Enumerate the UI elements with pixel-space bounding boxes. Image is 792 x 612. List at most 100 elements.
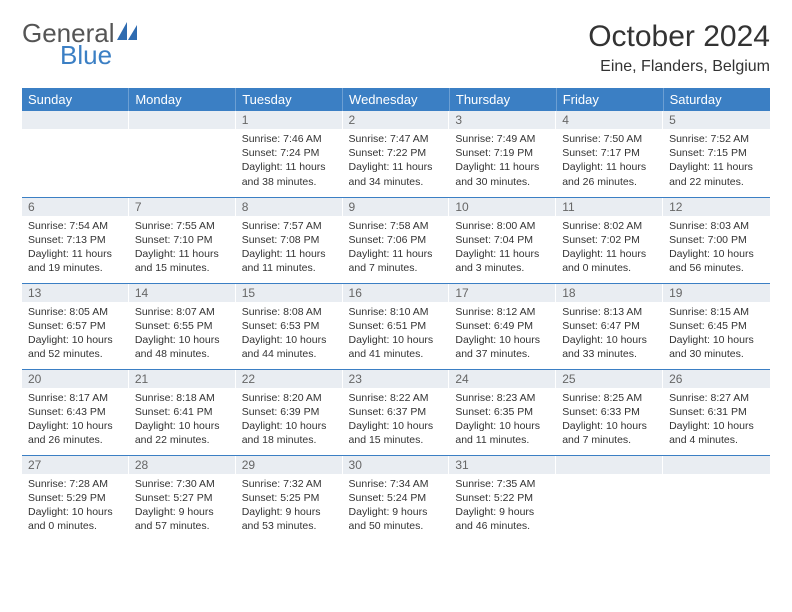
daylight-text: Daylight: 10 hours and 56 minutes. [669,247,764,275]
day-details: Sunrise: 8:13 AMSunset: 6:47 PMDaylight:… [556,302,663,366]
calendar-cell: 5Sunrise: 7:52 AMSunset: 7:15 PMDaylight… [663,111,770,197]
daylight-text: Daylight: 10 hours and 7 minutes. [562,419,657,447]
daylight-text: Daylight: 10 hours and 11 minutes. [455,419,550,447]
calendar-cell: 20Sunrise: 8:17 AMSunset: 6:43 PMDayligh… [22,369,129,455]
calendar-cell: 6Sunrise: 7:54 AMSunset: 7:13 PMDaylight… [22,197,129,283]
day-details: Sunrise: 8:10 AMSunset: 6:51 PMDaylight:… [343,302,450,366]
day-number: 15 [236,284,343,302]
sunset-text: Sunset: 5:22 PM [455,491,550,505]
sunset-text: Sunset: 7:10 PM [135,233,230,247]
calendar-cell: 27Sunrise: 7:28 AMSunset: 5:29 PMDayligh… [22,455,129,541]
sunset-text: Sunset: 6:41 PM [135,405,230,419]
month-title: October 2024 [588,20,770,54]
sunrise-text: Sunrise: 7:49 AM [455,132,550,146]
day-number: 3 [449,111,556,129]
sunrise-text: Sunrise: 8:27 AM [669,391,764,405]
sunset-text: Sunset: 7:17 PM [562,146,657,160]
daylight-text: Daylight: 10 hours and 22 minutes. [135,419,230,447]
sunrise-text: Sunrise: 7:28 AM [28,477,123,491]
day-details: Sunrise: 8:18 AMSunset: 6:41 PMDaylight:… [129,388,236,452]
weekday-header: Saturday [663,88,770,111]
day-number: 22 [236,370,343,388]
daylight-text: Daylight: 10 hours and 44 minutes. [242,333,337,361]
calendar-row: 27Sunrise: 7:28 AMSunset: 5:29 PMDayligh… [22,455,770,541]
day-number [129,111,236,129]
calendar-cell: 4Sunrise: 7:50 AMSunset: 7:17 PMDaylight… [556,111,663,197]
day-details: Sunrise: 7:32 AMSunset: 5:25 PMDaylight:… [236,474,343,538]
weekday-row: SundayMondayTuesdayWednesdayThursdayFrid… [22,88,770,111]
sunset-text: Sunset: 7:00 PM [669,233,764,247]
sunset-text: Sunset: 6:49 PM [455,319,550,333]
daylight-text: Daylight: 11 hours and 26 minutes. [562,160,657,188]
sunset-text: Sunset: 6:43 PM [28,405,123,419]
calendar-cell: 28Sunrise: 7:30 AMSunset: 5:27 PMDayligh… [129,455,236,541]
weekday-header: Tuesday [236,88,343,111]
day-details: Sunrise: 7:30 AMSunset: 5:27 PMDaylight:… [129,474,236,538]
sunrise-text: Sunrise: 8:00 AM [455,219,550,233]
day-details: Sunrise: 8:08 AMSunset: 6:53 PMDaylight:… [236,302,343,366]
calendar-cell: 19Sunrise: 8:15 AMSunset: 6:45 PMDayligh… [663,283,770,369]
calendar-body: 1Sunrise: 7:46 AMSunset: 7:24 PMDaylight… [22,111,770,541]
sunset-text: Sunset: 6:51 PM [349,319,444,333]
day-number [663,456,770,474]
sunrise-text: Sunrise: 8:23 AM [455,391,550,405]
sunrise-text: Sunrise: 8:13 AM [562,305,657,319]
daylight-text: Daylight: 11 hours and 30 minutes. [455,160,550,188]
day-number: 14 [129,284,236,302]
day-details: Sunrise: 7:54 AMSunset: 7:13 PMDaylight:… [22,216,129,280]
sunset-text: Sunset: 5:24 PM [349,491,444,505]
sunset-text: Sunset: 6:35 PM [455,405,550,419]
day-number: 13 [22,284,129,302]
sunset-text: Sunset: 6:31 PM [669,405,764,419]
sunset-text: Sunset: 7:13 PM [28,233,123,247]
day-number: 28 [129,456,236,474]
day-number: 6 [22,198,129,216]
calendar-cell: 10Sunrise: 8:00 AMSunset: 7:04 PMDayligh… [449,197,556,283]
sunset-text: Sunset: 6:53 PM [242,319,337,333]
calendar-row: 20Sunrise: 8:17 AMSunset: 6:43 PMDayligh… [22,369,770,455]
calendar-cell: 17Sunrise: 8:12 AMSunset: 6:49 PMDayligh… [449,283,556,369]
sunrise-text: Sunrise: 8:15 AM [669,305,764,319]
calendar-cell: 7Sunrise: 7:55 AMSunset: 7:10 PMDaylight… [129,197,236,283]
daylight-text: Daylight: 11 hours and 34 minutes. [349,160,444,188]
day-details: Sunrise: 8:17 AMSunset: 6:43 PMDaylight:… [22,388,129,452]
sunset-text: Sunset: 6:33 PM [562,405,657,419]
sunset-text: Sunset: 6:45 PM [669,319,764,333]
day-number: 11 [556,198,663,216]
day-number: 17 [449,284,556,302]
daylight-text: Daylight: 9 hours and 50 minutes. [349,505,444,533]
calendar-row: 13Sunrise: 8:05 AMSunset: 6:57 PMDayligh… [22,283,770,369]
sunrise-text: Sunrise: 7:30 AM [135,477,230,491]
calendar-cell: 16Sunrise: 8:10 AMSunset: 6:51 PMDayligh… [343,283,450,369]
calendar-cell: 30Sunrise: 7:34 AMSunset: 5:24 PMDayligh… [343,455,450,541]
sunrise-text: Sunrise: 8:03 AM [669,219,764,233]
day-details: Sunrise: 7:46 AMSunset: 7:24 PMDaylight:… [236,129,343,193]
calendar-row: 6Sunrise: 7:54 AMSunset: 7:13 PMDaylight… [22,197,770,283]
day-details: Sunrise: 8:23 AMSunset: 6:35 PMDaylight:… [449,388,556,452]
weekday-header: Sunday [22,88,129,111]
daylight-text: Daylight: 11 hours and 3 minutes. [455,247,550,275]
sunset-text: Sunset: 7:08 PM [242,233,337,247]
daylight-text: Daylight: 10 hours and 33 minutes. [562,333,657,361]
sunrise-text: Sunrise: 8:22 AM [349,391,444,405]
day-number: 5 [663,111,770,129]
calendar-cell: 25Sunrise: 8:25 AMSunset: 6:33 PMDayligh… [556,369,663,455]
day-number: 26 [663,370,770,388]
day-number: 7 [129,198,236,216]
calendar-cell: 9Sunrise: 7:58 AMSunset: 7:06 PMDaylight… [343,197,450,283]
sunrise-text: Sunrise: 8:17 AM [28,391,123,405]
day-details: Sunrise: 7:58 AMSunset: 7:06 PMDaylight:… [343,216,450,280]
sunrise-text: Sunrise: 8:02 AM [562,219,657,233]
daylight-text: Daylight: 11 hours and 0 minutes. [562,247,657,275]
title-block: October 2024 Eine, Flanders, Belgium [588,20,770,76]
daylight-text: Daylight: 10 hours and 48 minutes. [135,333,230,361]
day-details: Sunrise: 8:03 AMSunset: 7:00 PMDaylight:… [663,216,770,280]
day-details: Sunrise: 7:34 AMSunset: 5:24 PMDaylight:… [343,474,450,538]
sunset-text: Sunset: 7:15 PM [669,146,764,160]
calendar-cell: 3Sunrise: 7:49 AMSunset: 7:19 PMDaylight… [449,111,556,197]
day-details: Sunrise: 8:12 AMSunset: 6:49 PMDaylight:… [449,302,556,366]
calendar-cell: 14Sunrise: 8:07 AMSunset: 6:55 PMDayligh… [129,283,236,369]
sunrise-text: Sunrise: 7:50 AM [562,132,657,146]
daylight-text: Daylight: 10 hours and 26 minutes. [28,419,123,447]
calendar-cell [129,111,236,197]
